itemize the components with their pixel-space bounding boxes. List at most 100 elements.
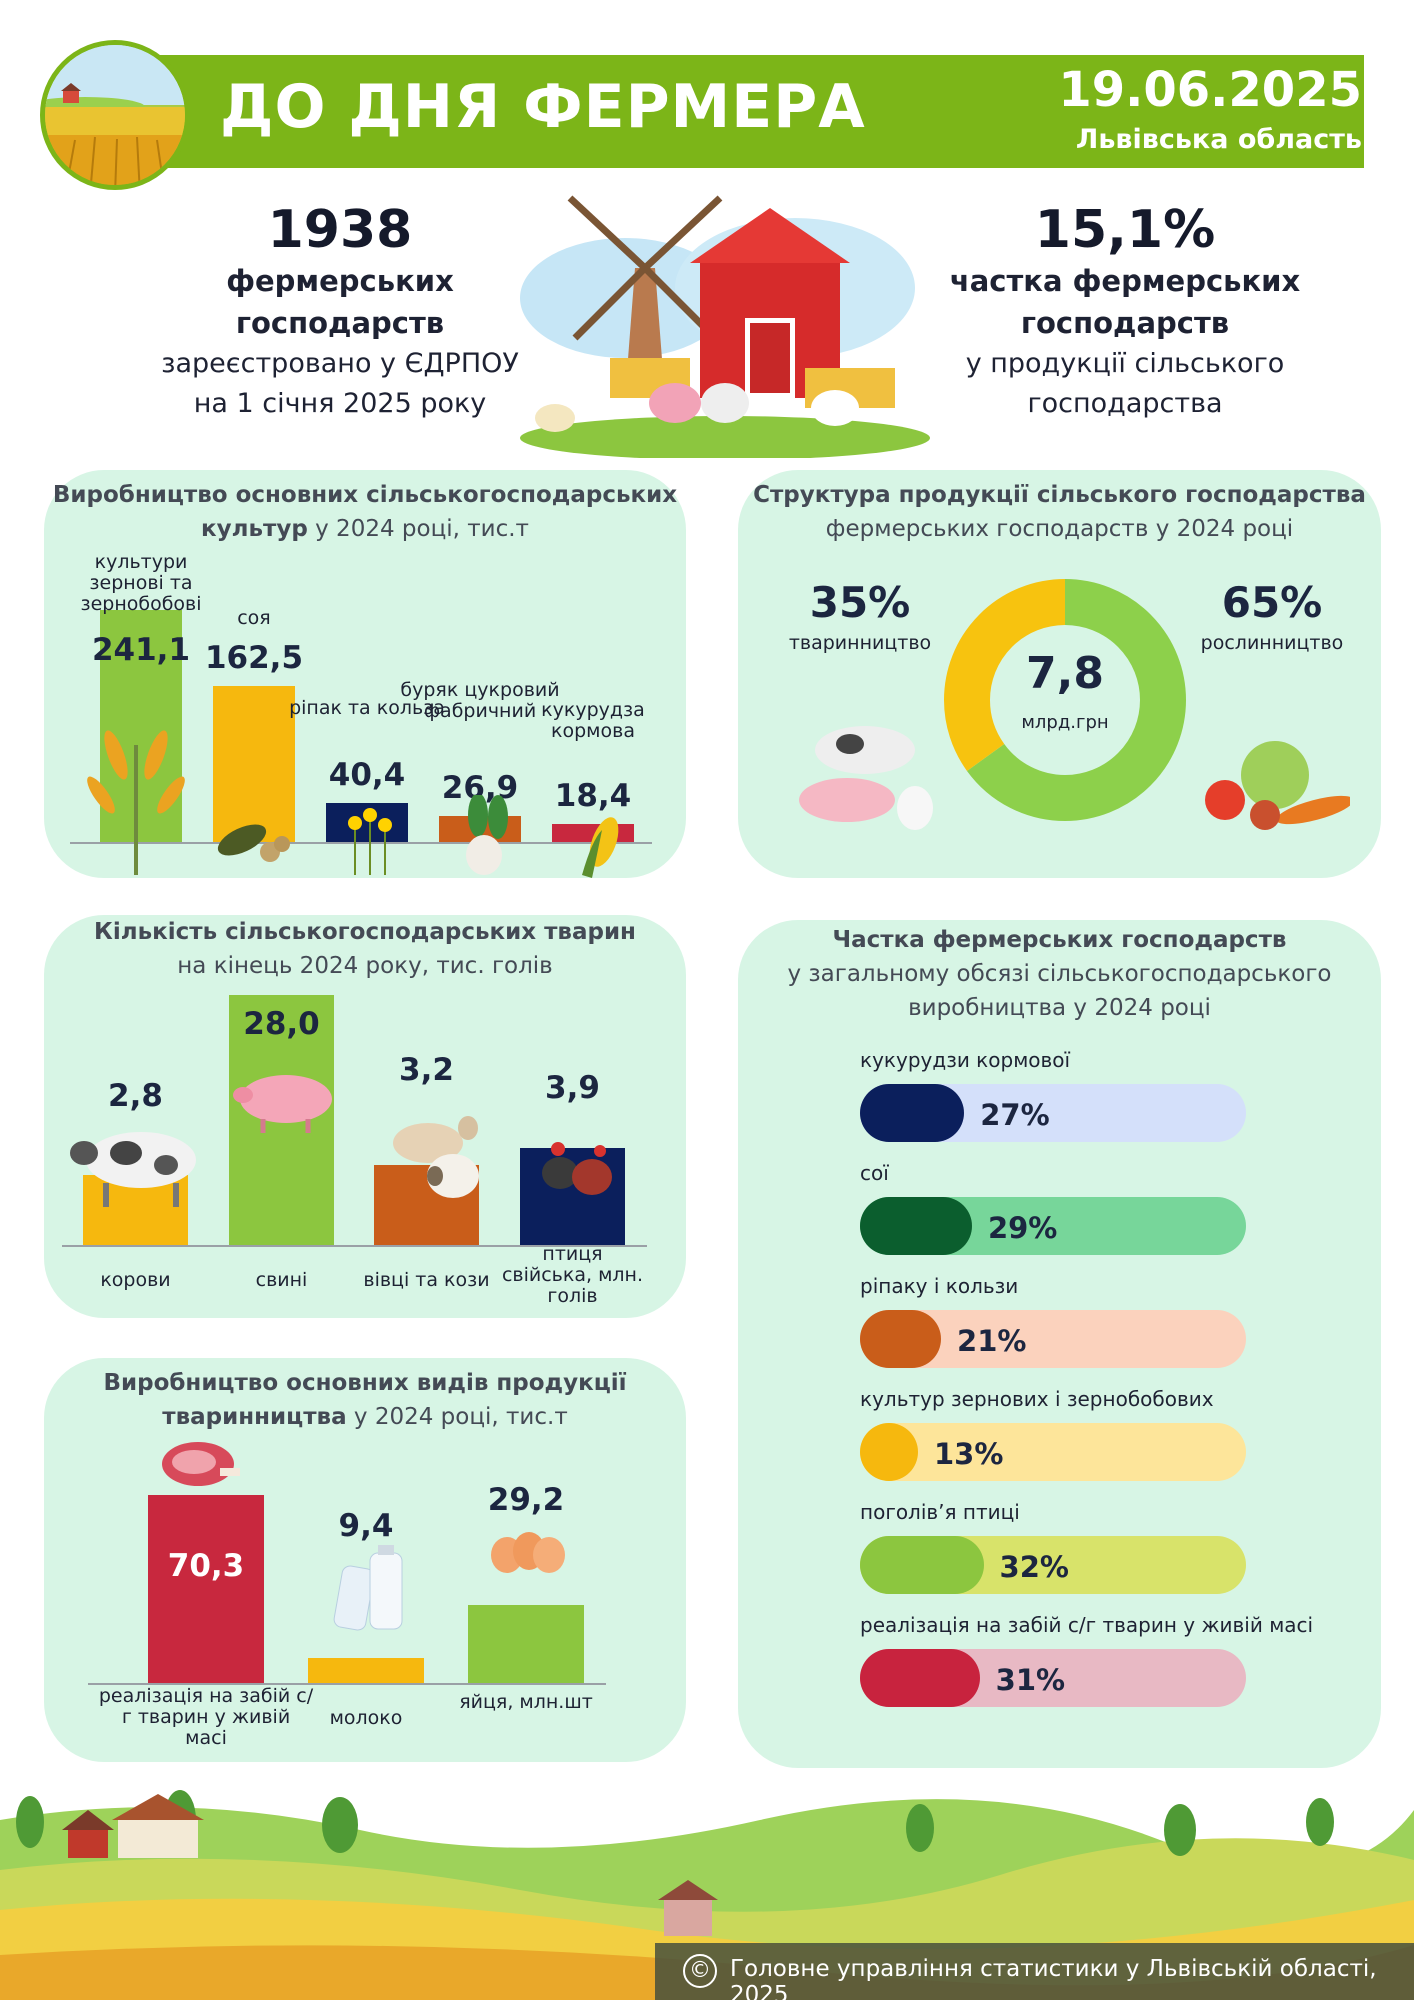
farm-share-stat: 15,1% частка фермерських господарств у п… xyxy=(915,200,1335,424)
farm-share-label-2: господарств xyxy=(1020,306,1230,340)
share-fill xyxy=(860,1197,972,1255)
structure-panel-title: Структура продукції сільського господарс… xyxy=(753,482,1366,508)
page-title: ДО ДНЯ ФЕРМЕРА xyxy=(220,72,866,142)
crop-bar-label: буряк цукровий фабричний xyxy=(400,679,560,722)
livestock-bar-label: птиця свійська, млн. голів xyxy=(501,1243,644,1307)
livestock-axis xyxy=(62,1245,647,1247)
share-track: 21% xyxy=(860,1310,1246,1368)
share-label: кукурудзи кормової xyxy=(860,1048,1071,1072)
pig-icon xyxy=(233,1075,332,1133)
crop-bar xyxy=(213,685,295,842)
product-bar xyxy=(468,1604,584,1683)
share-value: 31% xyxy=(995,1663,1066,1697)
beet-icon xyxy=(466,795,508,875)
milk-bottles-icon xyxy=(333,1545,403,1631)
product-bar-value: 29,2 xyxy=(487,1482,565,1518)
footer-source: Головне управління статистики у Львівськ… xyxy=(730,1956,1377,2000)
share-track: 13% xyxy=(860,1423,1246,1481)
share-track: 32% xyxy=(860,1536,1246,1594)
crop-share-label: рослинництво xyxy=(1200,632,1344,654)
farm-count-label: фермерських xyxy=(226,264,454,298)
share-fill xyxy=(860,1084,965,1142)
livestock-bar-value: 3,9 xyxy=(545,1070,600,1106)
livestock-panel-title: Кількість сільськогосподарських тварин xyxy=(94,919,636,945)
product-bar-label: реалізація на забій с/г тварин у живій м… xyxy=(98,1685,314,1749)
animal-products-subtitle: у 2024 році, тис.т xyxy=(346,1404,568,1430)
share-panel-title: Частка фермерських господарств xyxy=(832,927,1287,953)
crop-bar-label: культури зернові та зернобобові xyxy=(80,551,202,615)
crop-bar-value: 40,4 xyxy=(328,757,406,794)
livestock-bar-label: корови xyxy=(100,1269,171,1291)
vegetables-icon xyxy=(1205,741,1350,830)
crop-bar-value: 162,5 xyxy=(204,639,304,676)
share-label: сої xyxy=(860,1161,889,1185)
livestock-animals-icon xyxy=(799,726,933,830)
share-label: реалізація на забій с/г тварин у живій м… xyxy=(860,1613,1314,1637)
product-bar-label: яйця, млн.шт xyxy=(459,1691,593,1713)
cow-icon xyxy=(70,1132,196,1207)
farm-count-label-2: господарств xyxy=(235,306,445,340)
share-value: 32% xyxy=(999,1550,1069,1584)
share-label: культур зернових і зернобобових xyxy=(860,1387,1214,1411)
share-track: 29% xyxy=(860,1197,1246,1255)
livestock-bar-value: 28,0 xyxy=(243,1006,320,1042)
farm-share-value: 15,1% xyxy=(1034,200,1216,260)
share-label: ріпаку і кользи xyxy=(860,1274,1019,1298)
crop-bar-label: кукурудза кормова xyxy=(541,699,645,742)
copyright-icon: © xyxy=(683,1954,717,1988)
header-region: Львівська область xyxy=(1075,124,1362,155)
livestock-bar-label: вівці та кози xyxy=(363,1269,490,1291)
livestock-share-value: 35% xyxy=(809,578,911,627)
farm-illustration xyxy=(520,182,930,458)
crops-panel-subtitle: у 2024 році, тис.т xyxy=(307,516,529,542)
crop-bar-value: 18,4 xyxy=(554,778,632,815)
crops-panel-title: Виробництво основних сільськогосподарськ… xyxy=(52,482,678,508)
rooster-hen-icon xyxy=(542,1142,612,1195)
animal-products-panel: Виробництво основних видів продукції тва… xyxy=(44,1358,686,1762)
share-fill xyxy=(860,1310,942,1368)
share-track: 27% xyxy=(860,1084,1246,1142)
share-fill xyxy=(860,1423,918,1481)
animal-products-title-bold: тваринництва xyxy=(162,1404,347,1430)
farm-share-desc: у продукції сільського xyxy=(965,348,1285,379)
livestock-bar-value: 3,2 xyxy=(399,1052,454,1088)
footer-bar xyxy=(655,1943,1414,2000)
donut-slice-0 xyxy=(944,579,1186,821)
farm-share-desc-2: господарства xyxy=(1027,388,1223,419)
share-value: 13% xyxy=(934,1437,1004,1471)
crop-bar-value: 241,1 xyxy=(91,632,191,668)
animal-products-axis xyxy=(88,1683,606,1685)
farm-count-date: на 1 січня 2025 року xyxy=(193,388,487,419)
livestock-bar-value: 2,8 xyxy=(108,1078,163,1114)
share-track: 31% xyxy=(860,1649,1246,1707)
share-label: поголів’я птиці xyxy=(860,1500,1020,1524)
donut-center-value: 7,8 xyxy=(1026,648,1104,699)
header-date: 19.06.2025 xyxy=(1058,62,1362,118)
product-bar xyxy=(308,1657,424,1683)
animal-products-title: Виробництво основних видів продукції xyxy=(103,1370,627,1396)
share-value: 27% xyxy=(980,1098,1050,1132)
share-value: 21% xyxy=(957,1324,1027,1358)
farm-count-value: 1938 xyxy=(267,200,413,260)
crop-bar-label: ріпак та кольза xyxy=(289,697,445,719)
livestock-share-label: тваринництво xyxy=(788,632,932,654)
corn-icon xyxy=(582,817,619,878)
livestock-bar-label: свині xyxy=(255,1269,308,1291)
header-banner xyxy=(150,55,1364,168)
rapeseed-flower-icon xyxy=(348,808,392,875)
crop-share-value: 65% xyxy=(1221,578,1323,627)
product-bar-value: 9,4 xyxy=(338,1508,394,1544)
farm-count-stat: 1938 фермерських господарств зареєстрова… xyxy=(130,200,550,424)
share-value: 29% xyxy=(987,1211,1058,1245)
farm-field-logo xyxy=(40,40,190,190)
structure-donut-chart xyxy=(944,579,1186,821)
livestock-panel-subtitle: на кінець 2024 року, тис. голів xyxy=(177,953,553,979)
crops-axis xyxy=(70,842,652,844)
farm-share-label: частка фермерських xyxy=(949,264,1301,298)
goat-sheep-icon xyxy=(393,1116,479,1198)
product-bar xyxy=(148,1495,264,1683)
livestock-panel: Кількість сільськогосподарських тварин н… xyxy=(44,915,686,1318)
soybean-icon xyxy=(217,824,290,862)
crops-panel-title-bold: культур xyxy=(201,516,308,542)
wheat-icon xyxy=(87,730,185,875)
